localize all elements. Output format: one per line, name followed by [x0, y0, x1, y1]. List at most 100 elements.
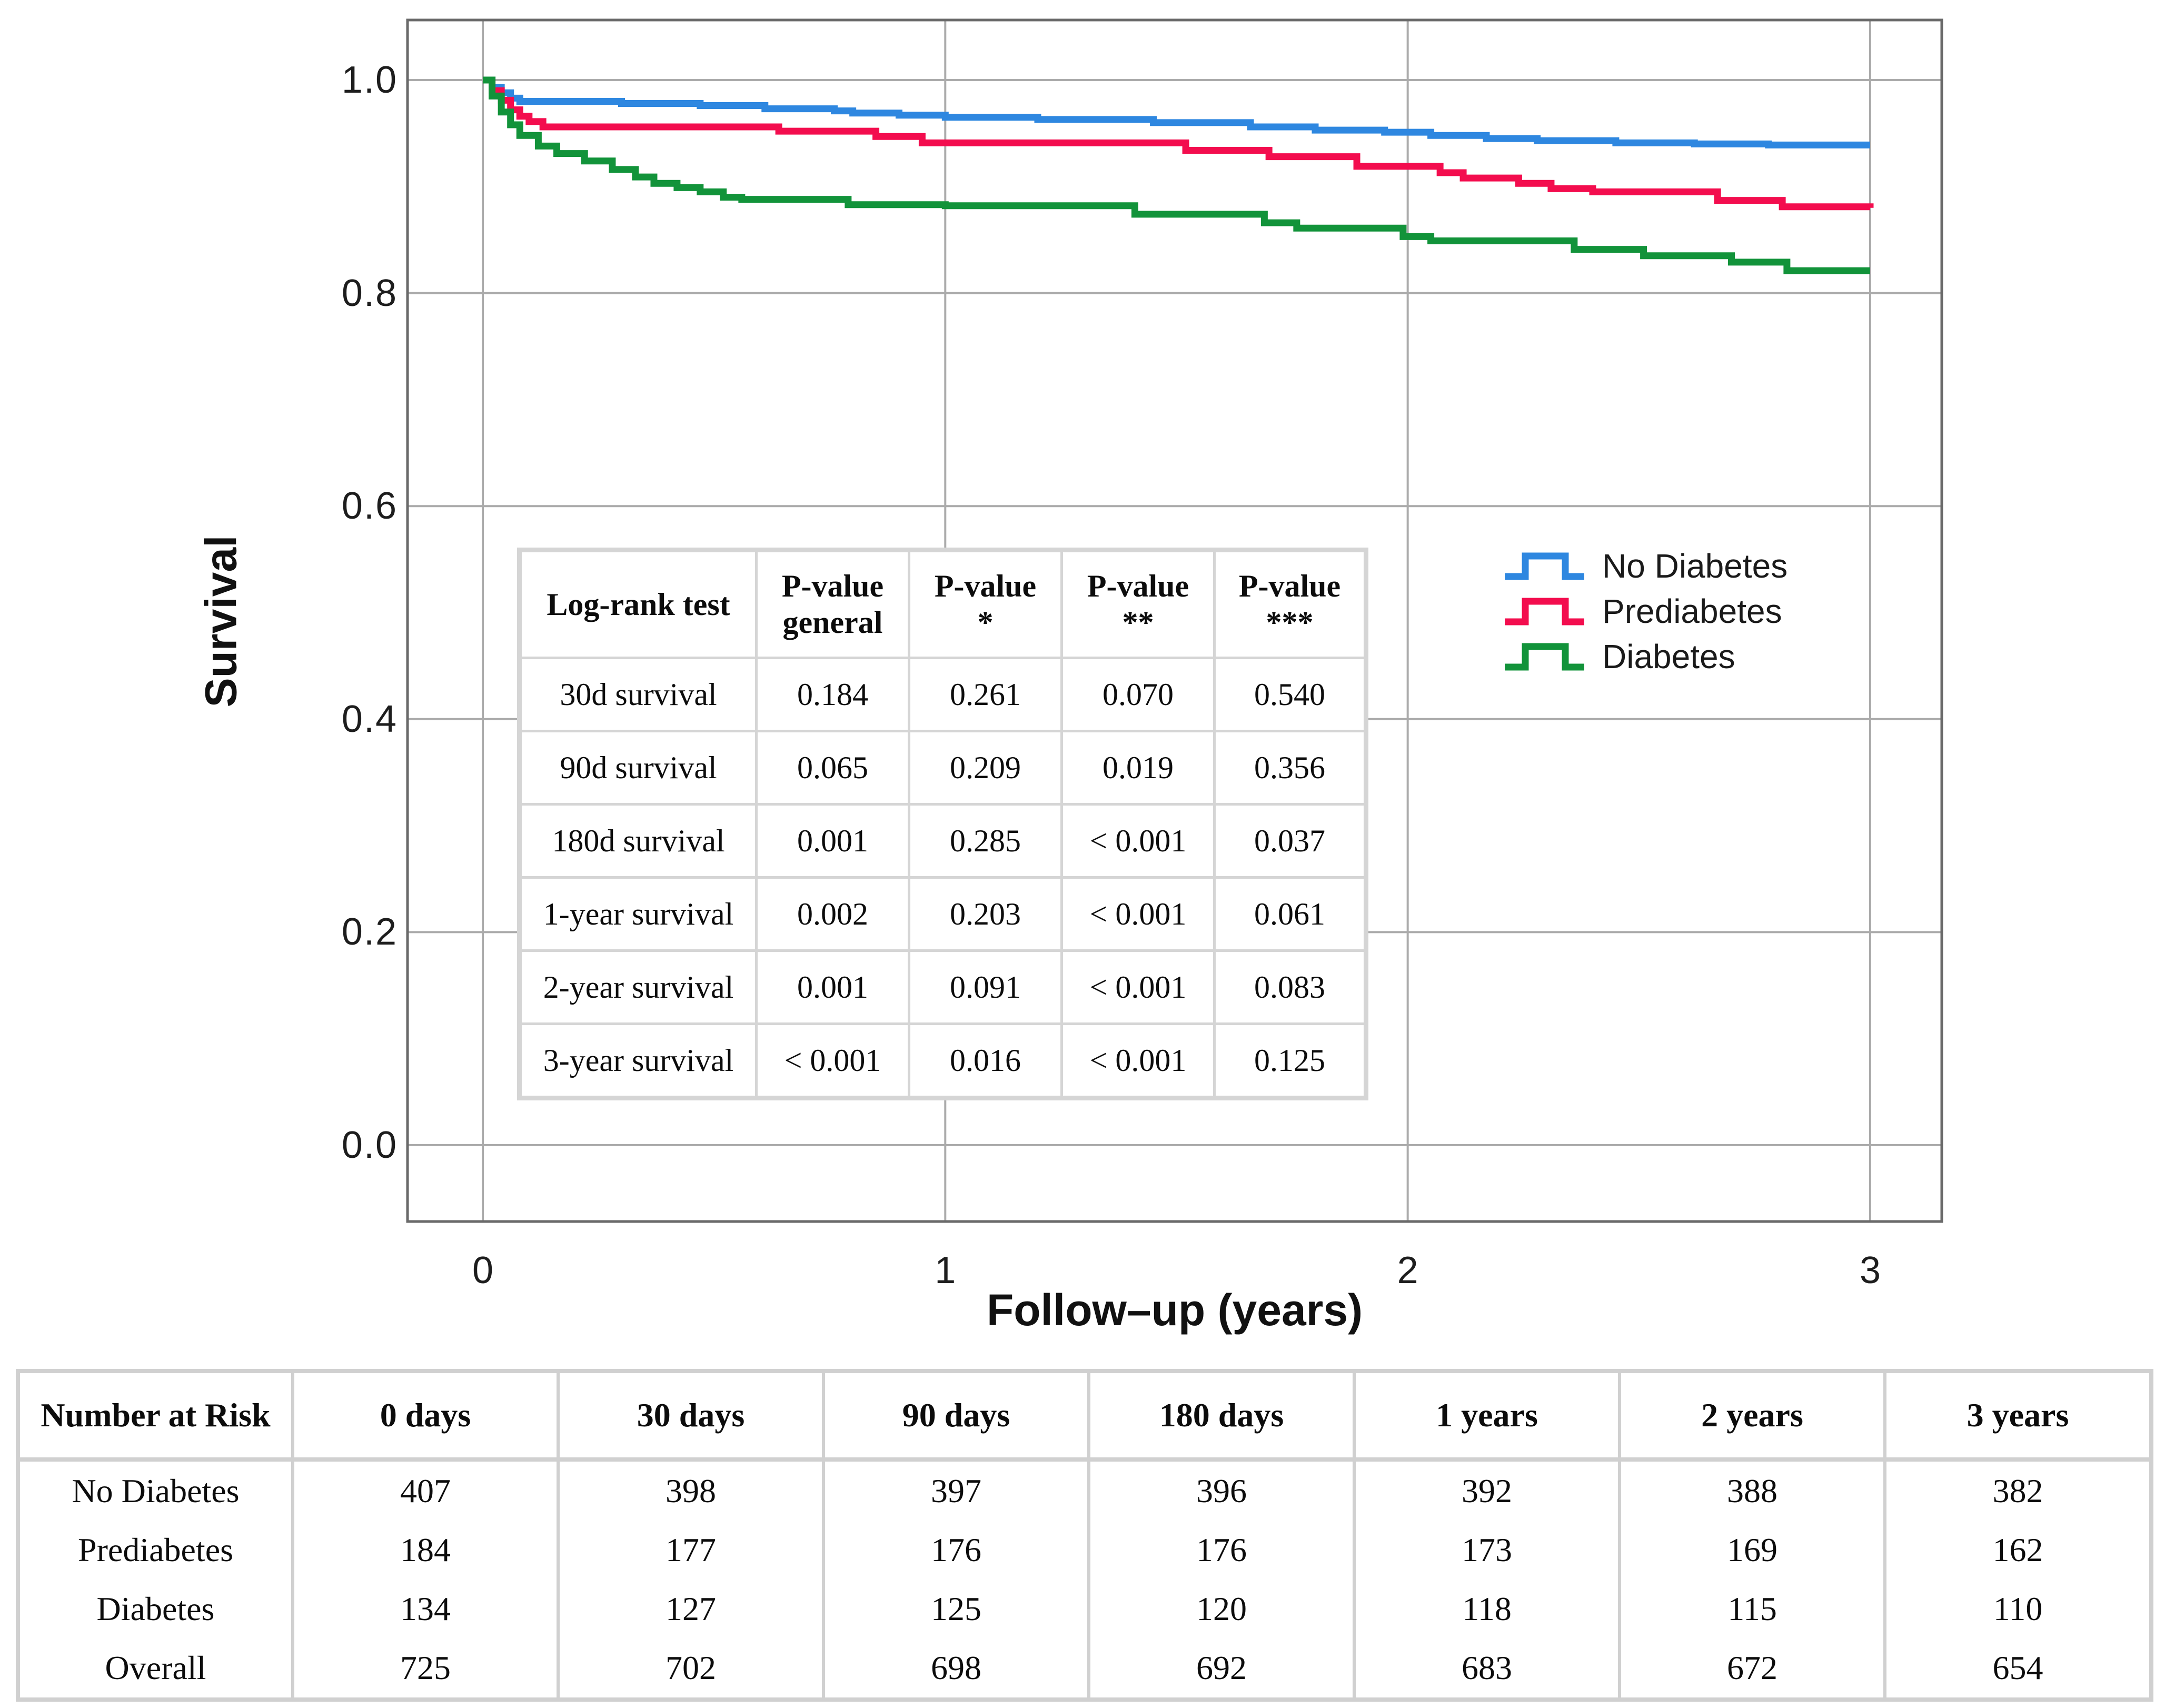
- risk-cell: 169: [1618, 1521, 1885, 1580]
- legend: No Diabetes Prediabetes Diabetes: [1503, 543, 1787, 679]
- x-tick-label: 3: [1859, 1249, 1881, 1292]
- risk-cell: 162: [1883, 1521, 2151, 1580]
- logrank-row: 30d survival 0.184 0.261 0.070 0.540: [518, 657, 1367, 732]
- legend-item-prediabetes: Prediabetes: [1503, 589, 1787, 634]
- logrank-cell: 0.001: [755, 949, 910, 1025]
- logrank-cell: < 0.001: [1060, 949, 1216, 1025]
- risk-cell: 127: [557, 1580, 823, 1639]
- risk-header-cell: Number at Risk: [18, 1371, 293, 1462]
- step-line-icon: [1505, 598, 1584, 625]
- logrank-cell: 0.091: [908, 949, 1063, 1025]
- survival-curve-prediabetes: [483, 76, 1874, 211]
- logrank-cell: 0.001: [755, 803, 910, 879]
- logrank-cell: 3-year survival: [518, 1022, 758, 1099]
- risk-header-cell: 3 years: [1883, 1371, 2151, 1462]
- logrank-cell: 1-year survival: [518, 876, 758, 952]
- logrank-row: 2-year survival 0.001 0.091 < 0.001 0.083: [518, 949, 1367, 1025]
- logrank-cell: 0.209: [908, 730, 1063, 806]
- risk-row: Diabetes 134 127 125 120 118 115 110: [18, 1580, 2151, 1639]
- logrank-cell: 2-year survival: [518, 949, 758, 1025]
- logrank-header-row: Log-rank test P-value general P-value * P-v…: [518, 549, 1367, 659]
- logrank-cell: 0.285: [908, 803, 1063, 879]
- risk-cell: 683: [1353, 1639, 1620, 1700]
- risk-cell: 176: [822, 1521, 1089, 1580]
- risk-cell: 120: [1087, 1580, 1354, 1639]
- risk-cell: 115: [1618, 1580, 1885, 1639]
- risk-cell: 184: [291, 1521, 558, 1580]
- logrank-cell: 0.065: [755, 730, 910, 806]
- logrank-header-cell: P-value general: [755, 549, 910, 659]
- logrank-cell: 0.261: [908, 657, 1063, 732]
- risk-cell: 407: [291, 1459, 558, 1521]
- risk-cell: 382: [1883, 1459, 2151, 1521]
- logrank-cell: 0.019: [1060, 730, 1216, 806]
- risk-cell: 398: [557, 1459, 823, 1521]
- y-tick-label: 0.2: [341, 911, 398, 954]
- logrank-header-cell: P-value ***: [1213, 549, 1367, 659]
- risk-cell: 672: [1618, 1639, 1885, 1700]
- risk-cell: 118: [1353, 1580, 1620, 1639]
- risk-header-cell: 2 years: [1618, 1371, 1885, 1462]
- risk-row-label: Diabetes: [18, 1580, 293, 1639]
- logrank-header-cell: P-value *: [908, 549, 1063, 659]
- survival-curve-diabetes: [483, 76, 1870, 274]
- step-line-icon-path: [1505, 598, 1584, 625]
- risk-cell: 177: [557, 1521, 823, 1580]
- risk-header-cell: 1 years: [1353, 1371, 1620, 1462]
- risk-cell: 397: [822, 1459, 1089, 1521]
- logrank-row: 90d survival 0.065 0.209 0.019 0.356: [518, 730, 1367, 806]
- step-line-icon: [1505, 552, 1584, 580]
- risk-row: Prediabetes 184 177 176 176 173 169 162: [18, 1521, 2151, 1580]
- step-line-icon: [1505, 643, 1584, 671]
- y-axis-title: Survival: [196, 535, 246, 708]
- logrank-row: 3-year survival < 0.001 0.016 < 0.001 0.125: [518, 1022, 1367, 1099]
- logrank-row: 180d survival 0.001 0.285 < 0.001 0.037: [518, 803, 1367, 879]
- logrank-header-cell: P-value **: [1060, 549, 1216, 659]
- risk-cell: 176: [1087, 1521, 1354, 1580]
- risk-header-cell: 0 days: [291, 1371, 558, 1462]
- legend-label: Prediabetes: [1602, 592, 1782, 630]
- logrank-cell: < 0.001: [1060, 803, 1216, 879]
- logrank-cell: 0.070: [1060, 657, 1216, 732]
- y-tick-label: 0.6: [341, 485, 398, 528]
- kaplan-meier-plot: [406, 18, 1943, 1223]
- risk-cell: 654: [1883, 1639, 2151, 1700]
- y-tick-label: 0.8: [341, 272, 398, 314]
- risk-cell: 125: [822, 1580, 1089, 1639]
- risk-header-cell: 90 days: [822, 1371, 1089, 1462]
- y-tick-label: 0.0: [341, 1124, 398, 1166]
- risk-row-label: Overall: [18, 1639, 293, 1700]
- number-at-risk-table: Number at Risk 0 days 30 days 90 days 180 da…: [16, 1369, 2153, 1702]
- survival-curve-no-diabetes: [483, 76, 1870, 148]
- logrank-row: 1-year survival 0.002 0.203 < 0.001 0.061: [518, 876, 1367, 952]
- legend-item-diabetes: Diabetes: [1503, 634, 1787, 679]
- legend-label: Diabetes: [1602, 638, 1735, 676]
- risk-cell: 134: [291, 1580, 558, 1639]
- plot-frame: [406, 18, 1943, 1223]
- x-tick-label: 1: [935, 1249, 956, 1292]
- risk-cell: 388: [1618, 1459, 1885, 1521]
- y-tick-label: 1.0: [341, 59, 398, 101]
- risk-header-cell: 30 days: [557, 1371, 823, 1462]
- logrank-cell: 0.016: [908, 1022, 1063, 1099]
- risk-cell: 698: [822, 1639, 1089, 1700]
- logrank-cell: 0.002: [755, 876, 910, 952]
- logrank-cell: 0.203: [908, 876, 1063, 952]
- logrank-cell: 0.125: [1213, 1022, 1367, 1099]
- logrank-cell: 30d survival: [518, 657, 758, 732]
- logrank-cell: 180d survival: [518, 803, 758, 879]
- risk-cell: 702: [557, 1639, 823, 1700]
- risk-row-label: Prediabetes: [18, 1521, 293, 1580]
- x-tick-label: 0: [472, 1249, 494, 1292]
- y-tick-label: 0.4: [341, 698, 398, 740]
- logrank-cell: 0.061: [1213, 876, 1367, 952]
- logrank-cell: 0.037: [1213, 803, 1367, 879]
- logrank-cell: < 0.001: [755, 1022, 910, 1099]
- risk-row-label: No Diabetes: [18, 1459, 293, 1521]
- risk-row: No Diabetes 407 398 397 396 392 388 382: [18, 1459, 2151, 1521]
- logrank-cell: 0.356: [1213, 730, 1367, 806]
- logrank-cell: < 0.001: [1060, 876, 1216, 952]
- risk-header-cell: 180 days: [1087, 1371, 1354, 1462]
- logrank-cell: 0.540: [1213, 657, 1367, 732]
